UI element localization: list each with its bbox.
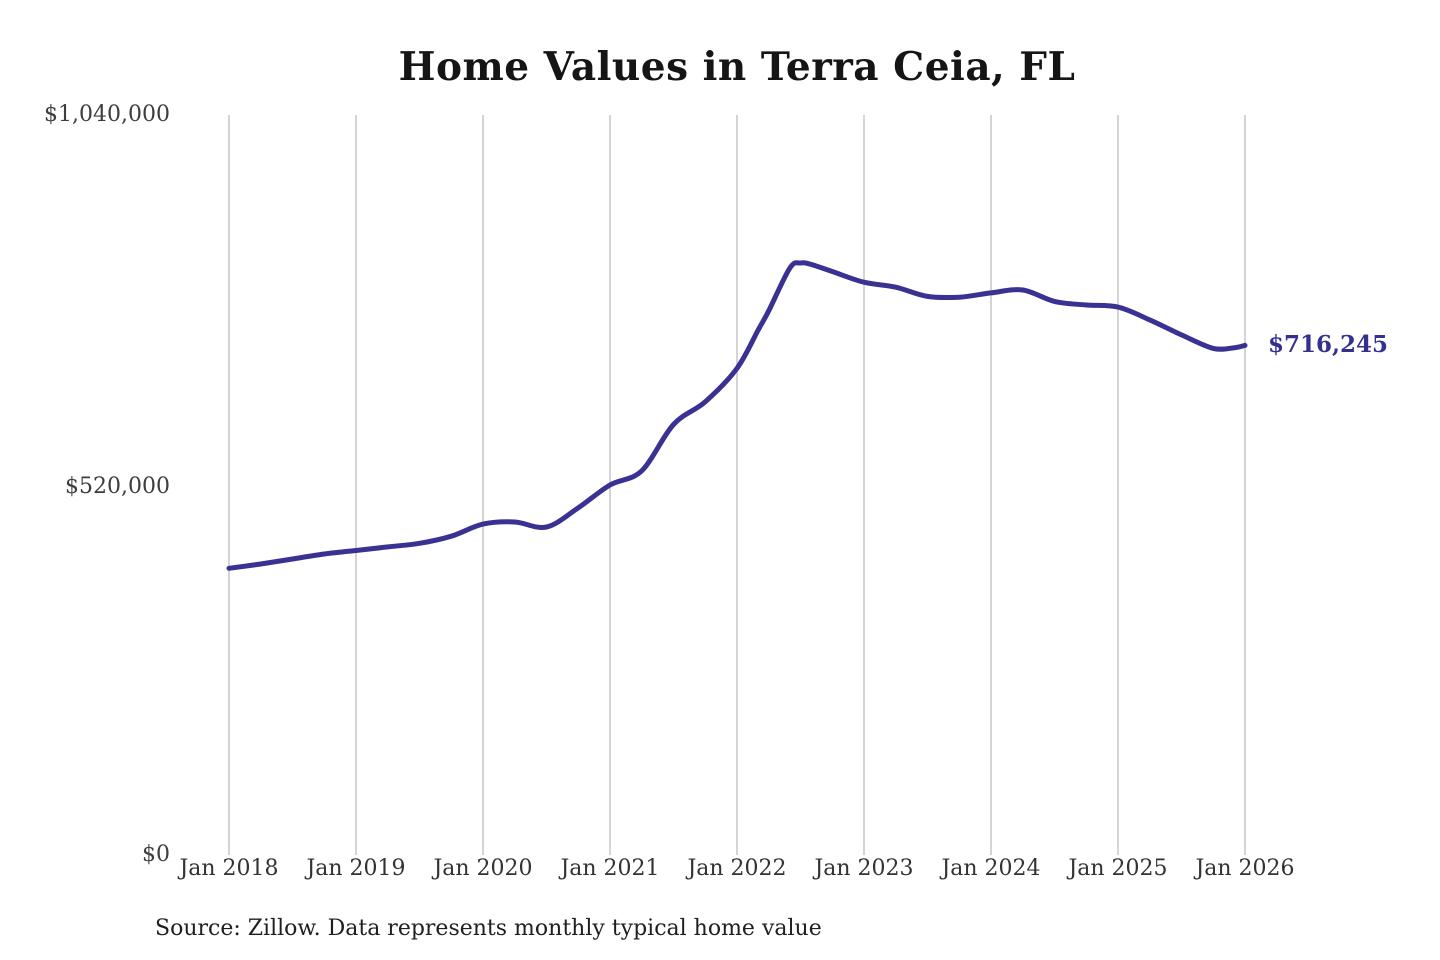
x-axis-tick-jan-2022: Jan 2022 bbox=[687, 856, 787, 881]
y-axis-tick-0: $0 bbox=[142, 842, 170, 867]
x-axis-tick-jan-2020: Jan 2020 bbox=[433, 856, 533, 881]
x-axis-tick-jan-2025: Jan 2025 bbox=[1068, 856, 1168, 881]
source-note: Source: Zillow. Data represents monthly … bbox=[155, 916, 822, 941]
x-axis-tick-jan-2018: Jan 2018 bbox=[179, 856, 279, 881]
x-axis-tick-jan-2024: Jan 2024 bbox=[941, 856, 1041, 881]
vertical-gridlines bbox=[228, 115, 1246, 855]
x-axis-tick-jan-2021: Jan 2021 bbox=[560, 856, 660, 881]
x-axis-tick-jan-2023: Jan 2023 bbox=[814, 856, 914, 881]
latest-value-label: $716,245 bbox=[1268, 331, 1389, 359]
chart-title: Home Values in Terra Ceia, FL bbox=[398, 44, 1076, 90]
x-axis-tick-jan-2019: Jan 2019 bbox=[306, 856, 406, 881]
y-axis-tick-1040000: $1,040,000 bbox=[44, 102, 170, 127]
y-axis-tick-520000: $520,000 bbox=[65, 474, 170, 499]
home-value-line-series bbox=[226, 260, 1248, 571]
x-axis-tick-jan-2026: Jan 2026 bbox=[1195, 856, 1295, 881]
